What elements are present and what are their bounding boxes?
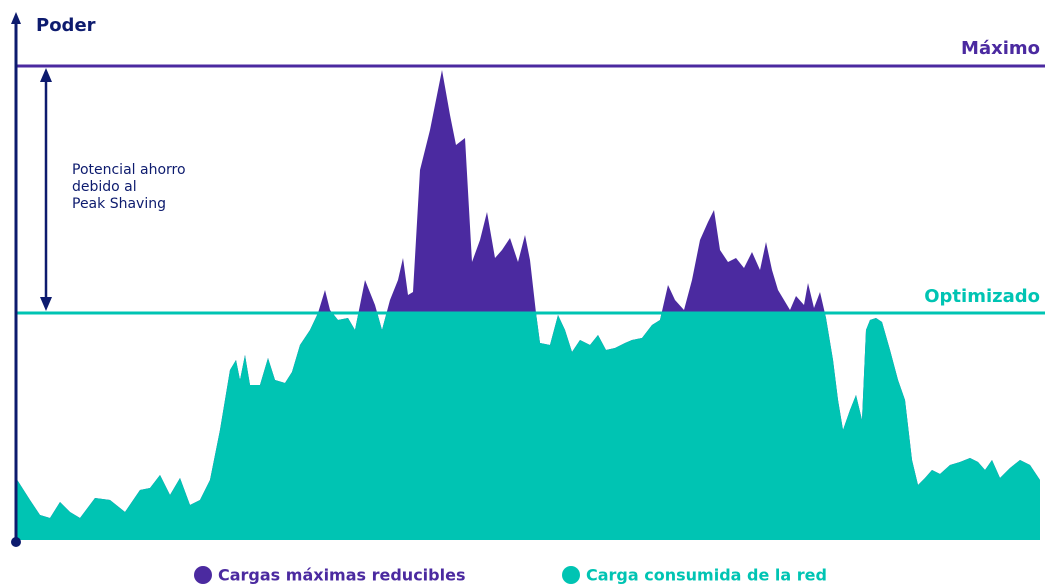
legend-swatch — [562, 566, 580, 584]
annotation-line: Peak Shaving — [72, 196, 166, 212]
max-label: Máximo — [961, 38, 1040, 59]
axis-arrow — [11, 12, 21, 24]
axis-label: Poder — [36, 15, 96, 36]
axis-origin — [11, 537, 21, 547]
legend-swatch — [194, 566, 212, 584]
arrow-head-bottom — [40, 297, 52, 311]
annotation-line: Potencial ahorro — [72, 162, 186, 178]
optimized-label: Optimizado — [924, 286, 1040, 307]
legend-label: Cargas máximas reducibles — [218, 566, 465, 584]
annotation-line: debido al — [72, 179, 137, 195]
legend-label: Carga consumida de la red — [586, 566, 827, 584]
arrow-head-top — [40, 68, 52, 82]
